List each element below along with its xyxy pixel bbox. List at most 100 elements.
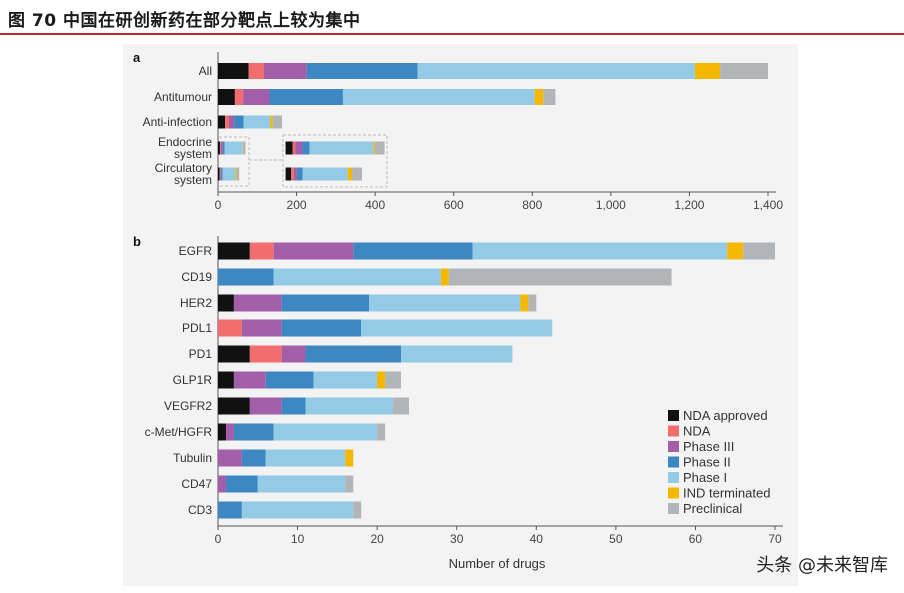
bar-pd1-phase-iii (281, 345, 306, 363)
bar-pd1-nda (249, 345, 282, 363)
x-tick-label: 50 (609, 532, 623, 546)
legend-label-phase-iii: Phase III (683, 439, 734, 454)
bar-pdl1-phase-ii (281, 319, 362, 337)
bar-all-phase-ii (306, 63, 418, 79)
bar-endocrine-system-phase-ii (222, 141, 225, 155)
bar-egfr-nda-approved (218, 242, 250, 260)
x-tick-label: 1,000 (596, 198, 626, 212)
x-tick-label: 40 (530, 532, 544, 546)
bar-pd1-nda-approved (218, 345, 250, 363)
bar-anti-infection-ind-terminated (270, 115, 273, 129)
bar-circulatory-system-preclinical (236, 167, 240, 181)
x-tick-label: 20 (370, 532, 384, 546)
category-label-glp1r: GLP1R (173, 373, 213, 387)
bar-her2-phase-i (369, 294, 521, 312)
bar-vegfr2-phase-i (305, 397, 394, 415)
bar-all-nda-approved (218, 63, 249, 79)
x-tick-label: 1,400 (753, 198, 783, 212)
bar-cd3-phase-ii (218, 501, 242, 519)
panel-b: 0 10 20 30 40 50 60 70 EGFR CD19 HER2 PDL1 PD1 GLP1R V… (145, 236, 783, 546)
title-underline (0, 33, 904, 35)
legend-label-phase-ii: Phase II (683, 455, 731, 470)
inset-bar-endocrine-system-preclinical (374, 141, 385, 155)
panel-a-label: a (133, 50, 141, 65)
bar-anti-infection-phase-i (243, 115, 271, 129)
legend-swatch-phase-ii (668, 456, 679, 468)
bar-cd47-phase-i (257, 475, 346, 493)
bar-all-ind-terminated (694, 63, 721, 79)
bar-vegfr2-phase-ii (281, 397, 306, 415)
bar-circulatory-system-phase-i (222, 167, 236, 181)
inset-bar-endocrine-system-phase-iii (295, 141, 303, 155)
bar-cd19-ind-terminated (440, 268, 449, 286)
bar-pd1-phase-i (401, 345, 513, 363)
bar-anti-infection-phase-ii (234, 115, 244, 129)
category-label-endocrine-system: system (174, 147, 212, 161)
legend-swatch-ind-terminated (668, 487, 679, 499)
bar-cd3-phase-i (241, 501, 354, 519)
bar-all-nda (248, 63, 264, 79)
x-tick-label: 60 (689, 532, 703, 546)
bar-anti-infection-nda (225, 115, 229, 129)
bar-endocrine-system-preclinical (242, 141, 246, 155)
legend-swatch-nda-approved (668, 410, 679, 421)
bar-tubulin-phase-iii (218, 449, 242, 467)
inset-bar-circulatory-system-nda-approved (285, 167, 292, 181)
bar-endocrine-system-nda-approved (218, 141, 220, 155)
bar-egfr-ind-terminated (727, 242, 744, 260)
inset-bar-endocrine-system-nda-approved (285, 141, 293, 155)
bar-glp1r-phase-iii (233, 371, 266, 389)
inset-source-box (219, 136, 250, 187)
bar-cd3-preclinical (353, 501, 362, 519)
bar-cd47-preclinical (345, 475, 354, 493)
category-label-anti-infection: Anti-infection (143, 115, 212, 129)
x-tick-label: 70 (768, 532, 782, 546)
category-label-cd47: CD47 (181, 477, 212, 491)
inset-bar-endocrine-system-phase-ii (302, 141, 310, 155)
bar-tubulin-phase-ii (241, 449, 266, 467)
bar-circulatory-system-nda (219, 167, 221, 181)
bar-c-met-hgfr-preclinical (377, 423, 386, 441)
bar-circulatory-system-phase-ii (221, 167, 223, 181)
category-label-circulatory-system: Circulatory (155, 161, 212, 175)
bar-her2-ind-terminated (520, 294, 529, 312)
bar-c-met-hgfr-phase-ii (233, 423, 274, 441)
bar-glp1r-preclinical (385, 371, 402, 389)
bar-egfr-phase-iii (273, 242, 354, 260)
bar-vegfr2-phase-iii (249, 397, 282, 415)
category-label-cd19: CD19 (181, 270, 212, 284)
bar-her2-phase-iii (233, 294, 282, 312)
bar-antitumour-phase-ii (269, 89, 343, 105)
category-label-c-met-hgfr: c-Met/HGFR (145, 425, 213, 439)
x-tick-label: 0 (215, 198, 222, 212)
x-tick-label: 800 (522, 198, 542, 212)
bar-c-met-hgfr-phase-iii (225, 423, 234, 441)
x-tick-label: 600 (444, 198, 464, 212)
category-label-antitumour: Antitumour (154, 90, 212, 104)
bar-her2-preclinical (528, 294, 537, 312)
inset-bar-circulatory-system-preclinical (352, 167, 362, 181)
legend-swatch-nda (668, 425, 679, 437)
bar-anti-infection-preclinical (272, 115, 283, 129)
bar-pdl1-phase-i (361, 319, 553, 337)
bar-cd19-preclinical (448, 268, 672, 286)
category-label-all: All (199, 64, 212, 78)
bar-tubulin-phase-i (265, 449, 346, 467)
category-label-circulatory-system: system (174, 173, 212, 187)
bar-circulatory-system-phase-iii (220, 167, 222, 181)
legend-label-nda-approved: NDA approved (683, 408, 768, 423)
bar-egfr-nda (249, 242, 274, 260)
x-tick-label: 30 (450, 532, 464, 546)
bar-egfr-phase-i (472, 242, 728, 260)
category-label-tubulin: Tubulin (173, 451, 212, 465)
bar-circulatory-system-nda-approved (218, 167, 220, 181)
x-tick-label: 400 (365, 198, 385, 212)
watermark: 头条 @未来智库 (756, 555, 888, 576)
bar-antitumour-ind-terminated (534, 89, 544, 105)
chart-panel (123, 44, 798, 586)
legend-label-preclinical: Preclinical (683, 501, 742, 516)
bar-glp1r-phase-i (313, 371, 378, 389)
category-label-endocrine-system: Endocrine (158, 135, 212, 149)
bar-egfr-phase-ii (353, 242, 473, 260)
